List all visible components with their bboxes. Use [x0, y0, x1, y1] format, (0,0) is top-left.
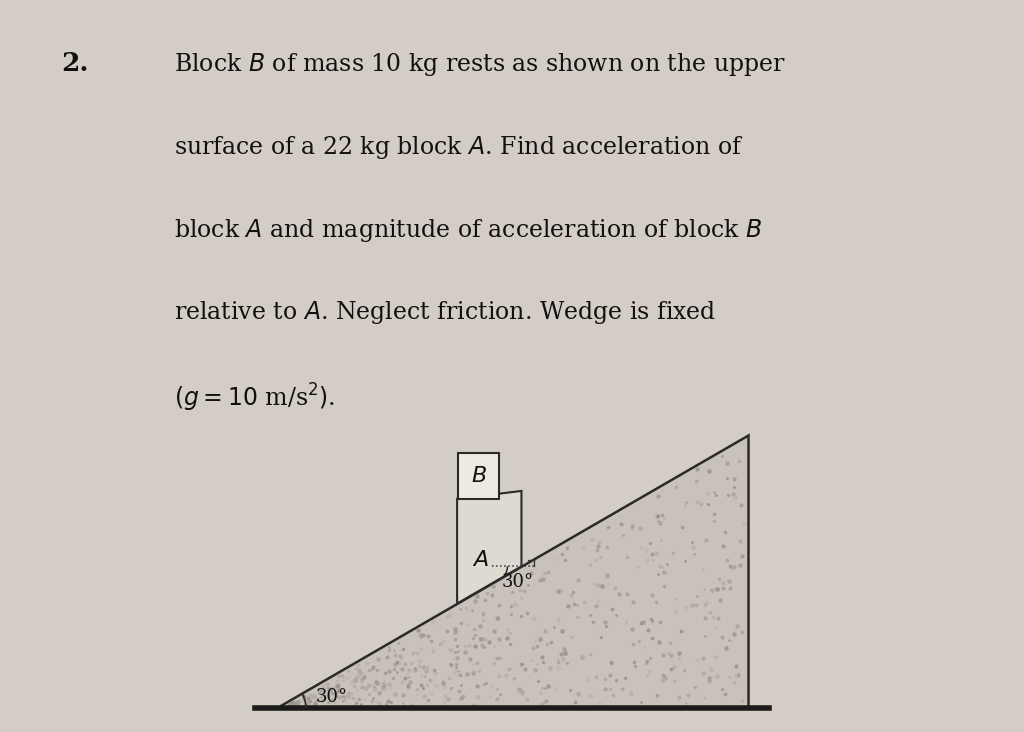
Text: block $A$ and magnitude of acceleration of block $B$: block $A$ and magnitude of acceleration …: [174, 217, 763, 244]
Polygon shape: [459, 453, 499, 498]
Text: surface of a 22 kg block $A$. Find acceleration of: surface of a 22 kg block $A$. Find accel…: [174, 134, 743, 161]
Text: $(g = 10$ m/s$^2)$.: $(g = 10$ m/s$^2)$.: [174, 382, 336, 414]
Text: 30°: 30°: [316, 687, 348, 706]
Text: $B$: $B$: [471, 465, 486, 487]
Text: $A$: $A$: [472, 548, 488, 570]
Polygon shape: [275, 436, 749, 709]
Text: 2.: 2.: [61, 51, 89, 76]
Polygon shape: [457, 491, 521, 603]
Text: 30°: 30°: [502, 572, 534, 591]
Text: relative to $A$. Neglect friction. Wedge is fixed: relative to $A$. Neglect friction. Wedge…: [174, 299, 717, 326]
Text: Block $B$ of mass 10 kg rests as shown on the upper: Block $B$ of mass 10 kg rests as shown o…: [174, 51, 786, 78]
